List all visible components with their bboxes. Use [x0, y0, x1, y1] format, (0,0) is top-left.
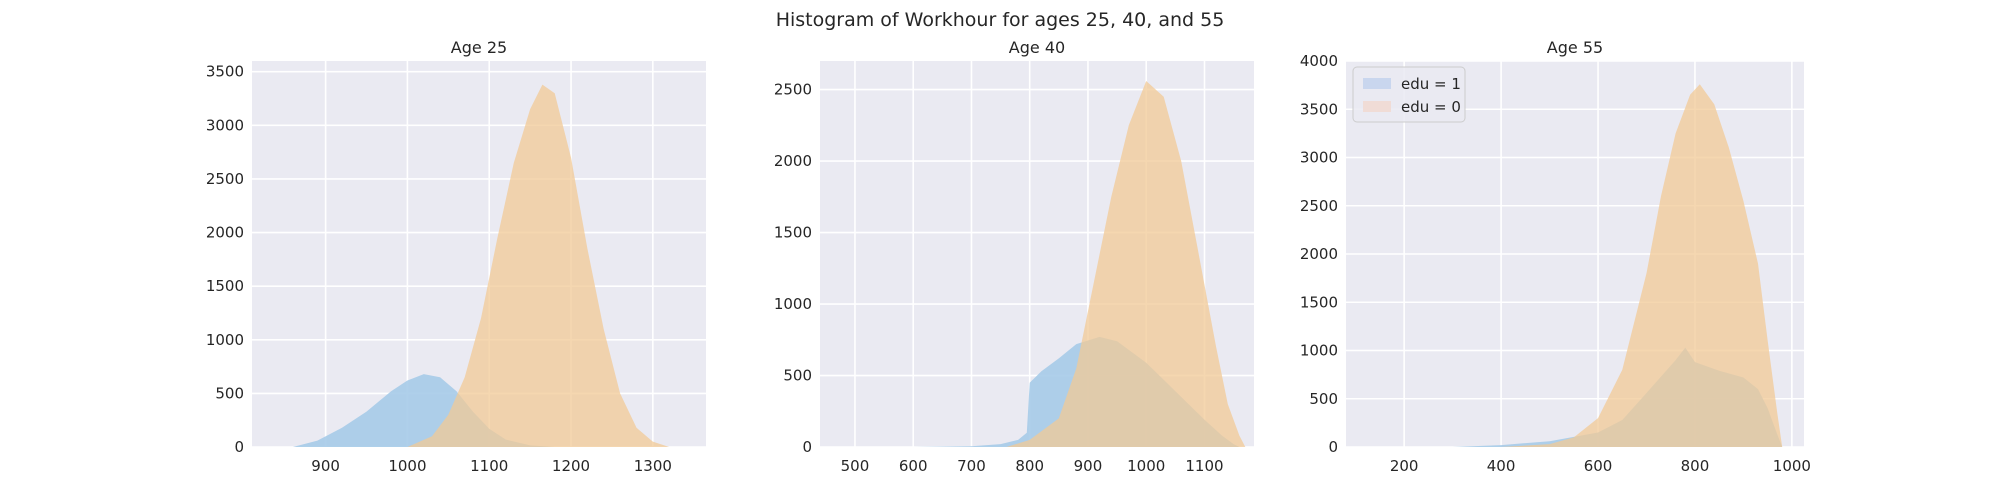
panel-age-3: Age 55 200 400 600 800 1000 0 500 1000 1500 2000 25… — [1300, 38, 1811, 475]
x-tick-label: 200 — [1390, 457, 1419, 475]
y-tick-label: 500 — [215, 384, 244, 402]
y-tick-label: 1500 — [774, 224, 812, 242]
histogram-edu-0 — [1006, 81, 1246, 447]
y-tick-label: 500 — [783, 367, 812, 385]
y-tick-label: 3000 — [1300, 149, 1338, 167]
x-tick-label: 400 — [1487, 457, 1516, 475]
x-tick-label: 600 — [899, 457, 928, 475]
y-tick-label: 0 — [1328, 438, 1338, 456]
y-tick-label: 2000 — [774, 152, 812, 170]
x-tick-label: 1100 — [470, 457, 508, 475]
y-tick-label: 0 — [234, 438, 244, 456]
x-tick-label: 900 — [1074, 457, 1103, 475]
legend-swatch — [1363, 101, 1391, 112]
y-tick-label: 2500 — [1300, 197, 1338, 215]
x-tick-label: 1300 — [634, 457, 672, 475]
legend: edu = 1 edu = 0 — [1352, 66, 1466, 123]
y-tick-label: 3000 — [206, 116, 244, 134]
x-tick-label: 900 — [311, 457, 340, 475]
x-tick-label: 700 — [957, 457, 986, 475]
y-tick-label: 1000 — [774, 295, 812, 313]
x-tick-label: 1200 — [552, 457, 590, 475]
y-tick-label: 2500 — [206, 170, 244, 188]
x-tick-label: 1000 — [1127, 457, 1165, 475]
panel-title: Age 55 — [1547, 38, 1603, 57]
y-tick-label: 3500 — [206, 63, 244, 81]
y-tick-label: 3500 — [1300, 100, 1338, 118]
y-tick-label: 500 — [1309, 390, 1338, 408]
x-tick-label: 800 — [1681, 457, 1710, 475]
y-tick-label: 0 — [802, 438, 812, 456]
x-tick-label: 1000 — [388, 457, 426, 475]
y-tick-label: 1500 — [1300, 293, 1338, 311]
y-tick-label: 2500 — [774, 81, 812, 99]
y-tick-label: 1500 — [206, 277, 244, 295]
y-tick-label: 4000 — [1300, 52, 1338, 70]
x-tick-label: 500 — [841, 457, 870, 475]
legend-label: edu = 0 — [1401, 98, 1461, 116]
figure-title: Histogram of Workhour for ages 25, 40, a… — [776, 9, 1225, 31]
x-tick-label: 1000 — [1773, 457, 1811, 475]
panel-age-2: Age 40 500 600 700 800 900 1000 1100 0 500 1000 150… — [774, 38, 1254, 475]
x-tick-label: 800 — [1015, 457, 1044, 475]
legend-swatch — [1363, 78, 1391, 89]
y-tick-label: 2000 — [1300, 245, 1338, 263]
y-tick-label: 1000 — [1300, 342, 1338, 360]
panel-age-1: Age 25 900 1000 1100 1200 1300 0 500 1000 1500 200… — [206, 38, 706, 475]
y-tick-label: 1000 — [206, 331, 244, 349]
panel-title: Age 40 — [1009, 38, 1065, 57]
histogram-edu-1 — [292, 374, 555, 447]
histogram-edu-0 — [407, 84, 670, 447]
legend-label: edu = 1 — [1401, 75, 1461, 93]
panel-title: Age 25 — [451, 38, 507, 57]
x-tick-label: 600 — [1584, 457, 1613, 475]
histogram-edu-0 — [1501, 84, 1783, 447]
y-tick-label: 2000 — [206, 224, 244, 242]
x-tick-label: 1100 — [1185, 457, 1223, 475]
